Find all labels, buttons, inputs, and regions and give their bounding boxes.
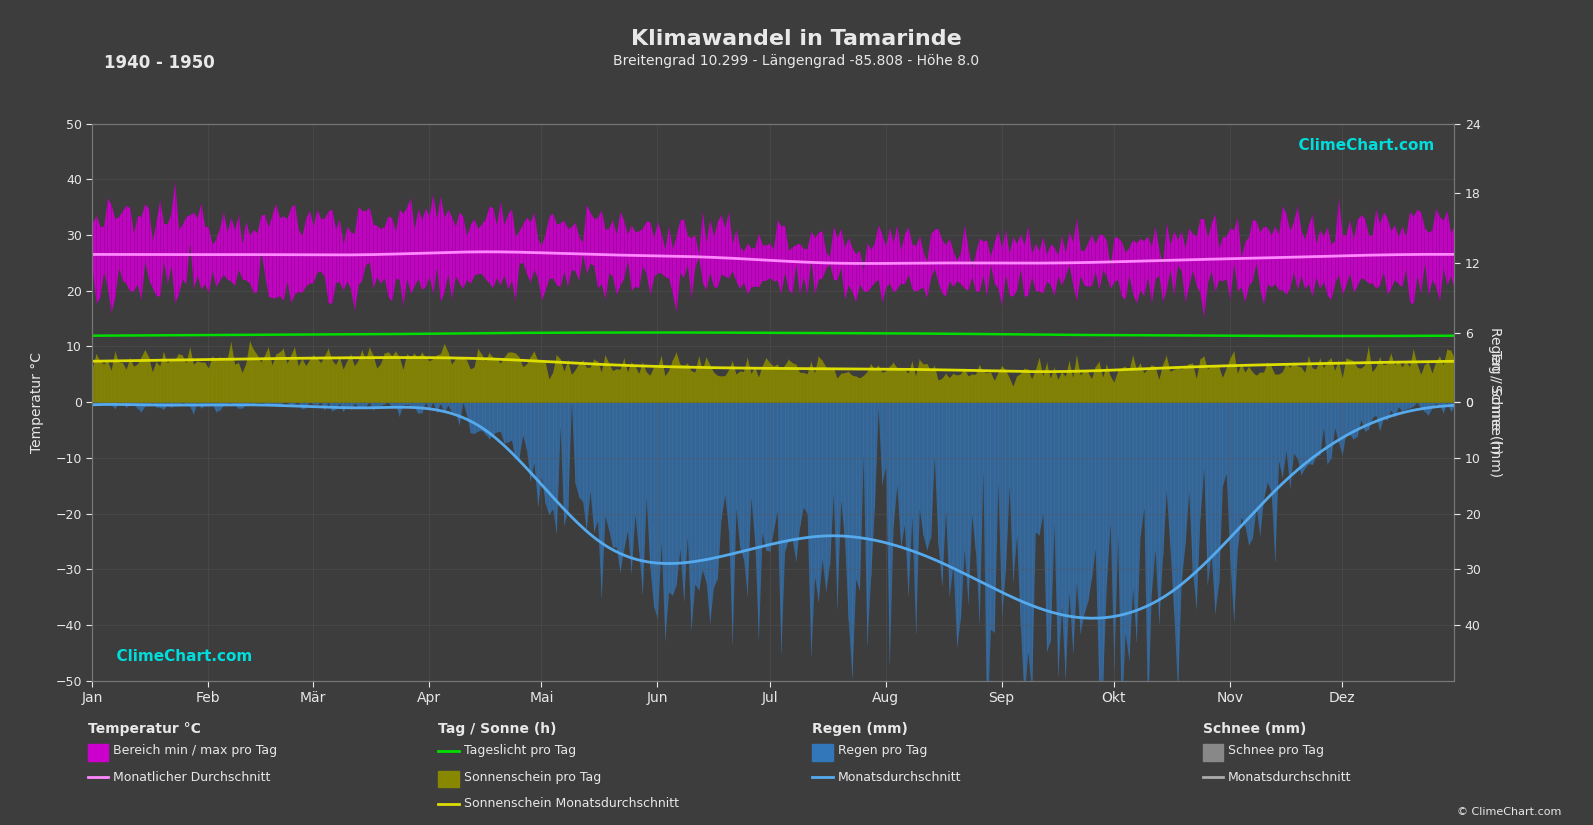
Text: 1940 - 1950: 1940 - 1950: [104, 54, 215, 72]
Text: Regen (mm): Regen (mm): [812, 722, 908, 736]
Y-axis label: Temperatur °C: Temperatur °C: [30, 351, 45, 453]
Text: Bereich min / max pro Tag: Bereich min / max pro Tag: [113, 744, 277, 757]
Text: Tageslicht pro Tag: Tageslicht pro Tag: [464, 744, 575, 757]
Text: ClimeChart.com: ClimeChart.com: [1287, 138, 1434, 153]
Text: Sonnenschein Monatsdurchschnitt: Sonnenschein Monatsdurchschnitt: [464, 797, 679, 810]
Text: ClimeChart.com: ClimeChart.com: [107, 649, 252, 664]
Text: Schnee pro Tag: Schnee pro Tag: [1228, 744, 1324, 757]
Text: Monatsdurchschnitt: Monatsdurchschnitt: [838, 771, 962, 784]
Text: Schnee (mm): Schnee (mm): [1203, 722, 1306, 736]
Text: Sonnenschein pro Tag: Sonnenschein pro Tag: [464, 771, 601, 784]
Text: Regen pro Tag: Regen pro Tag: [838, 744, 927, 757]
Text: © ClimeChart.com: © ClimeChart.com: [1456, 807, 1561, 817]
Y-axis label: Regen / Schnee (mm): Regen / Schnee (mm): [1488, 328, 1502, 477]
Text: Monatlicher Durchschnitt: Monatlicher Durchschnitt: [113, 771, 271, 784]
Y-axis label: Tag / Sonne (h): Tag / Sonne (h): [1488, 350, 1502, 455]
Text: Monatsdurchschnitt: Monatsdurchschnitt: [1228, 771, 1352, 784]
Text: Klimawandel in Tamarinde: Klimawandel in Tamarinde: [631, 29, 962, 49]
Text: Temperatur °C: Temperatur °C: [88, 722, 201, 736]
Text: Tag / Sonne (h): Tag / Sonne (h): [438, 722, 556, 736]
Text: Breitengrad 10.299 - Längengrad -85.808 - Höhe 8.0: Breitengrad 10.299 - Längengrad -85.808 …: [613, 54, 980, 68]
